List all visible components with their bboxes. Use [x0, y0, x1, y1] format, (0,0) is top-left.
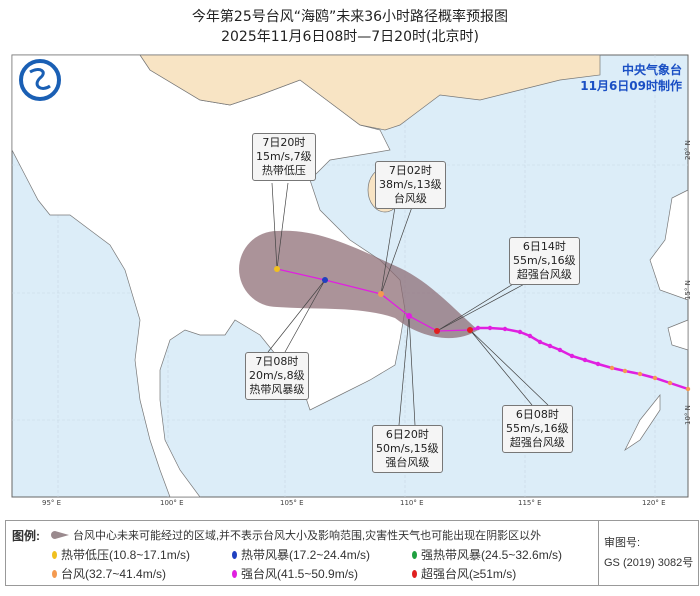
past-track-point — [667, 380, 673, 386]
label-time: 6日20时 — [385, 428, 429, 441]
forecast-point — [274, 266, 280, 272]
forecast-label-6d08: 6日08时 55m/s,16级 超强台风级 — [502, 405, 573, 453]
agency-name: 中央气象台 — [621, 63, 682, 77]
lon-label-120: 120° E — [642, 499, 666, 507]
past-track — [469, 325, 691, 392]
forecast-point — [406, 313, 412, 319]
past-track-point — [609, 365, 615, 371]
past-track-point — [622, 368, 628, 374]
dot-icon — [52, 550, 57, 559]
issue-time: 11月6日09时制作 — [580, 79, 682, 93]
forecast-label-7d02: 7日02时 38m/s,13级 台风级 — [375, 161, 446, 209]
forecast-label-6d14: 6日14时 55m/s,16级 超强台风级 — [509, 237, 580, 285]
cma-logo — [19, 59, 61, 101]
legend-item-td: 热带低压(10.8~17.1m/s) — [52, 546, 190, 563]
legend-item-sty: 强台风(41.5~50.9m/s) — [232, 565, 358, 582]
lon-label-95: 95° E — [42, 499, 61, 507]
legend-cone-text: 台风中心未来可能经过的区域,并不表示台风大小及影响范围,灾害性天气也可能出现在阴… — [73, 530, 542, 542]
label-wind: 38m/s,13级 — [379, 178, 442, 191]
label-wind: 55m/s,16级 — [506, 422, 569, 435]
legend-title: 图例: — [12, 529, 40, 543]
lon-label-105: 105° E — [280, 499, 304, 507]
past-track-point — [582, 357, 588, 363]
label-level: 热带低压 — [261, 164, 306, 177]
label-time: 7日02时 — [388, 164, 432, 177]
past-track-point — [537, 339, 543, 345]
forecast-point — [434, 328, 440, 334]
legend-label: 强热带风暴(24.5~32.6m/s) — [421, 548, 563, 562]
land-philippines — [624, 189, 689, 452]
label-time: 6日08时 — [515, 408, 559, 421]
label-level: 热带风暴级 — [249, 383, 305, 396]
label-wind: 15m/s,7级 — [256, 150, 312, 163]
map-subtitle: 2025年11月6日08时—7日20时(北京时) — [221, 29, 479, 45]
label-level: 台风级 — [393, 192, 427, 205]
label-wind: 20m/s,8级 — [249, 369, 305, 382]
dot-icon — [412, 550, 417, 559]
dot-icon — [232, 550, 237, 559]
legend-label: 热带低压(10.8~17.1m/s) — [61, 548, 191, 562]
label-wind: 55m/s,16级 — [513, 254, 576, 267]
legend-label: 超强台风(≥51m/s) — [421, 567, 517, 581]
past-track-point — [487, 325, 493, 331]
lat-label-20: 20° N — [684, 140, 692, 160]
legend-label: 台风(32.7~41.4m/s) — [61, 567, 167, 581]
map-title: 今年第25号台风“海鸥”未来36小时路径概率预报图 — [191, 9, 509, 25]
dot-icon — [232, 569, 237, 578]
legend-label: 强台风(41.5~50.9m/s) — [241, 567, 359, 581]
dot-icon — [412, 569, 417, 578]
past-track-point — [527, 333, 533, 339]
legend-item-ts: 热带风暴(17.2~24.4m/s) — [232, 546, 370, 563]
legend-item-ty: 台风(32.7~41.4m/s) — [52, 565, 166, 582]
legend-item-superty: 超强台风(≥51m/s) — [412, 565, 516, 582]
forecast-label-6d20: 6日20时 50m/s,15级 强台风级 — [372, 425, 443, 473]
forecast-points — [274, 266, 473, 334]
label-level: 强台风级 — [385, 456, 430, 469]
past-track-point — [569, 353, 575, 359]
lon-label-100: 100° E — [160, 499, 184, 507]
lat-label-10: 10° N — [684, 405, 692, 425]
past-track-point — [637, 371, 643, 377]
legend-cone: 台风中心未来可能经过的区域,并不表示台风大小及影响范围,灾害性天气也可能出现在阴… — [50, 527, 541, 543]
label-time: 7日08时 — [255, 355, 299, 368]
legend-label: 热带风暴(17.2~24.4m/s) — [241, 548, 371, 562]
label-time: 6日14时 — [522, 240, 566, 253]
forecast-point — [378, 291, 384, 297]
past-track-point — [685, 386, 691, 392]
past-track-point — [557, 347, 563, 353]
forecast-label-7d08: 7日08时 20m/s,8级 热带风暴级 — [245, 352, 309, 400]
past-track-point — [547, 343, 553, 349]
dot-icon — [52, 569, 57, 578]
review-number: 审图号: GS (2019) 3082号 — [598, 521, 698, 585]
lat-label-15: 15° N — [684, 280, 692, 300]
past-track-point — [652, 375, 658, 381]
forecast-label-7d20: 7日20时 15m/s,7级 热带低压 — [252, 133, 316, 181]
lon-label-110: 110° E — [400, 499, 424, 507]
cone-swatch-icon — [51, 531, 69, 539]
label-level: 超强台风级 — [509, 436, 565, 449]
forecast-point — [322, 277, 328, 283]
lon-label-115: 115° E — [518, 499, 542, 507]
review-value: GS (2019) 3082号 — [604, 557, 694, 569]
review-label: 审图号: — [604, 537, 641, 549]
forecast-track — [276, 268, 471, 332]
label-time: 7日20时 — [262, 136, 306, 149]
agency-stamp: 中央气象台 11月6日09时制作 — [580, 62, 682, 94]
land-china — [139, 54, 601, 131]
label-level: 超强台风级 — [516, 268, 572, 281]
forecast-point — [467, 327, 473, 333]
past-track-point — [517, 329, 523, 335]
probability-cone — [239, 230, 478, 339]
legend: 图例: 台风中心未来可能经过的区域,并不表示台风大小及影响范围,灾害性天气也可能… — [5, 520, 699, 586]
past-track-point — [475, 325, 481, 331]
past-track-line — [469, 326, 689, 391]
label-wind: 50m/s,15级 — [376, 442, 439, 455]
legend-item-sts: 强热带风暴(24.5~32.6m/s) — [412, 546, 562, 563]
past-track-point — [595, 361, 601, 367]
past-track-point — [502, 326, 508, 332]
